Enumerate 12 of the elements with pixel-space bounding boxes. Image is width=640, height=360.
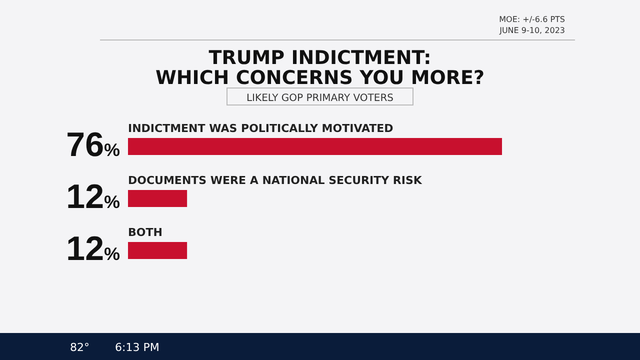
text: MOE: +/-6.6 PTS bbox=[499, 15, 565, 24]
data-label: 12% bbox=[66, 230, 120, 268]
y-tick-label: BOTH bbox=[128, 226, 162, 239]
chart-subtitle: LIKELY GOP PRIMARY VOTERS bbox=[246, 93, 394, 104]
text: JUNE 9-10, 2023 bbox=[498, 26, 565, 35]
data-label: 12% bbox=[66, 178, 120, 216]
y-tick-label: DOCUMENTS WERE A NATIONAL SECURITY RISK bbox=[128, 174, 422, 187]
text: 6:13 PM bbox=[115, 341, 160, 354]
text: 82° bbox=[70, 341, 90, 354]
y-tick-label: INDICTMENT WAS POLITICALLY MOTIVATED bbox=[128, 122, 394, 135]
chart-title: TRUMP INDICTMENT: WHICH CONCERNS YOU MORE? bbox=[155, 47, 485, 89]
data-label: 76% bbox=[66, 126, 120, 164]
